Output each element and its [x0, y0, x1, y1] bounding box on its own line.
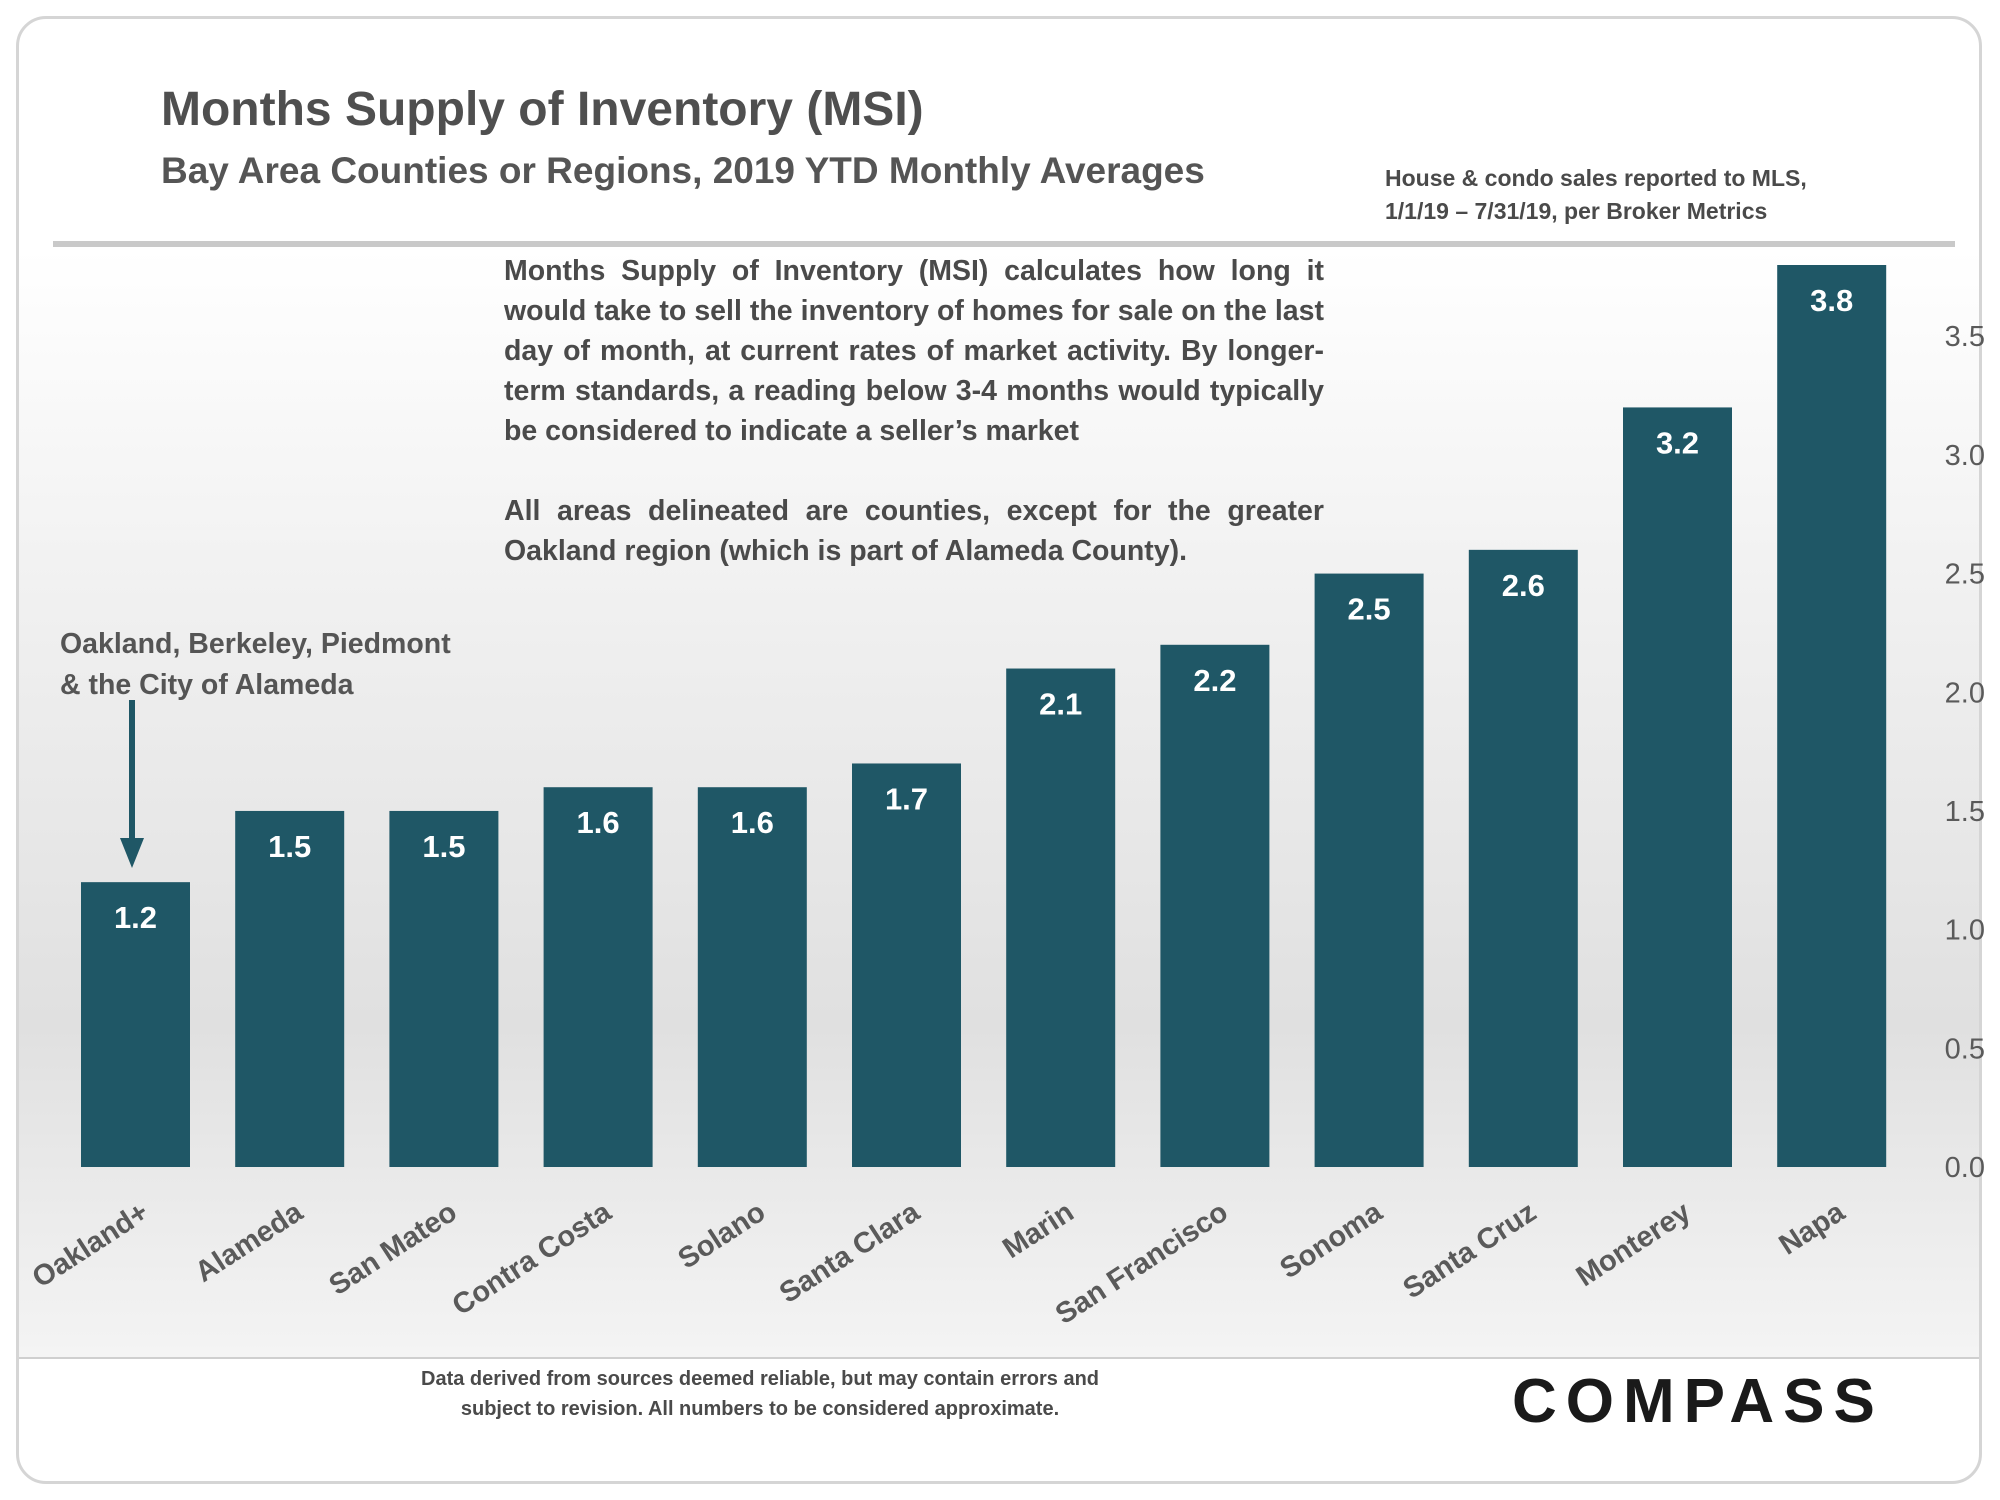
bar-santa-cruz [1468, 549, 1578, 1167]
y-tick-label: 2.5 [1945, 559, 1985, 591]
x-tick-label: Alameda [190, 1196, 310, 1289]
bar-value-label: 1.6 [577, 805, 620, 840]
compass-logo: COMPASS [1512, 1367, 1884, 1436]
bar-napa [1777, 265, 1887, 1167]
bar-value-label: 2.1 [1039, 687, 1082, 722]
disclaimer-line-2: subject to revision. All numbers to be c… [460, 1398, 1060, 1420]
disclaimer-line-1: Data derived from sources deemed reliabl… [421, 1368, 1099, 1390]
bar-contra-costa [543, 787, 653, 1167]
description-paragraph-1: Months Supply of Inventory (MSI) calcula… [504, 255, 1324, 447]
x-tick-label: Monterey [1571, 1196, 1697, 1293]
x-tick-label: Marin [997, 1196, 1079, 1265]
bar-oakland- [81, 882, 190, 1167]
x-tick-label: Solano [673, 1196, 772, 1275]
oakland-annotation-line-2: & the City of Alameda [60, 669, 354, 701]
bar-value-label: 1.6 [731, 805, 774, 840]
y-tick-label: 1.5 [1945, 796, 1985, 828]
bar-alameda [235, 810, 345, 1167]
bar-value-label: 2.5 [1348, 592, 1391, 627]
source-note: House & condo sales reported to MLS, 1/1… [1385, 162, 1865, 228]
y-tick-label: 0.0 [1945, 1152, 1985, 1184]
x-tick-label: San Mateo [324, 1196, 463, 1302]
x-tick-label: Santa Cruz [1398, 1196, 1542, 1305]
bar-monterey [1623, 407, 1732, 1168]
y-tick-label: 0.5 [1945, 1033, 1985, 1065]
disclaimer-footnote: Data derived from sources deemed reliabl… [360, 1364, 1160, 1424]
bar-santa-clara [852, 763, 961, 1167]
bar-value-label: 1.7 [885, 781, 928, 816]
msi-description: Months Supply of Inventory (MSI) calcula… [504, 251, 1324, 571]
y-tick-label: 2.0 [1945, 677, 1985, 709]
x-tick-label: Contra Costa [447, 1196, 618, 1322]
bar-value-label: 1.5 [422, 829, 465, 864]
bar-san-francisco [1160, 644, 1270, 1167]
oakland-annotation: Oakland, Berkeley, Piedmont & the City o… [60, 624, 451, 706]
bar-value-label: 2.2 [1193, 663, 1236, 698]
footer-divider [19, 1357, 1979, 1359]
x-tick-label: Sonoma [1275, 1196, 1389, 1286]
bar-san-mateo [389, 810, 499, 1167]
bar-value-label: 2.6 [1502, 568, 1545, 603]
down-arrow-icon [120, 700, 144, 868]
bar-marin [1006, 668, 1116, 1167]
x-tick-label: Oakland+ [27, 1196, 155, 1294]
bar-value-label: 1.5 [268, 829, 311, 864]
y-tick-label: 3.5 [1945, 321, 1985, 353]
chart-title: Months Supply of Inventory (MSI) [161, 83, 924, 136]
x-tick-label: Santa Clara [774, 1196, 926, 1310]
oakland-annotation-line-1: Oakland, Berkeley, Piedmont [60, 628, 451, 660]
bar-value-label: 3.8 [1810, 283, 1853, 318]
chart-subtitle: Bay Area Counties or Regions, 2019 YTD M… [161, 150, 1205, 191]
y-tick-label: 3.0 [1945, 440, 1985, 472]
x-tick-label: Napa [1774, 1196, 1852, 1262]
bar-value-label: 1.2 [114, 900, 157, 935]
y-tick-label: 1.0 [1945, 915, 1985, 947]
bar-sonoma [1314, 573, 1424, 1167]
bar-solano [697, 787, 807, 1167]
bar-value-label: 3.2 [1656, 425, 1699, 460]
x-tick-label: San Francisco [1050, 1196, 1234, 1331]
source-note-line-2: 1/1/19 – 7/31/19, per Broker Metrics [1385, 198, 1768, 224]
description-paragraph-2: All areas delineated are counties, excep… [504, 495, 1324, 567]
source-note-line-1: House & condo sales reported to MLS, [1385, 165, 1807, 191]
header-divider [53, 241, 1955, 247]
